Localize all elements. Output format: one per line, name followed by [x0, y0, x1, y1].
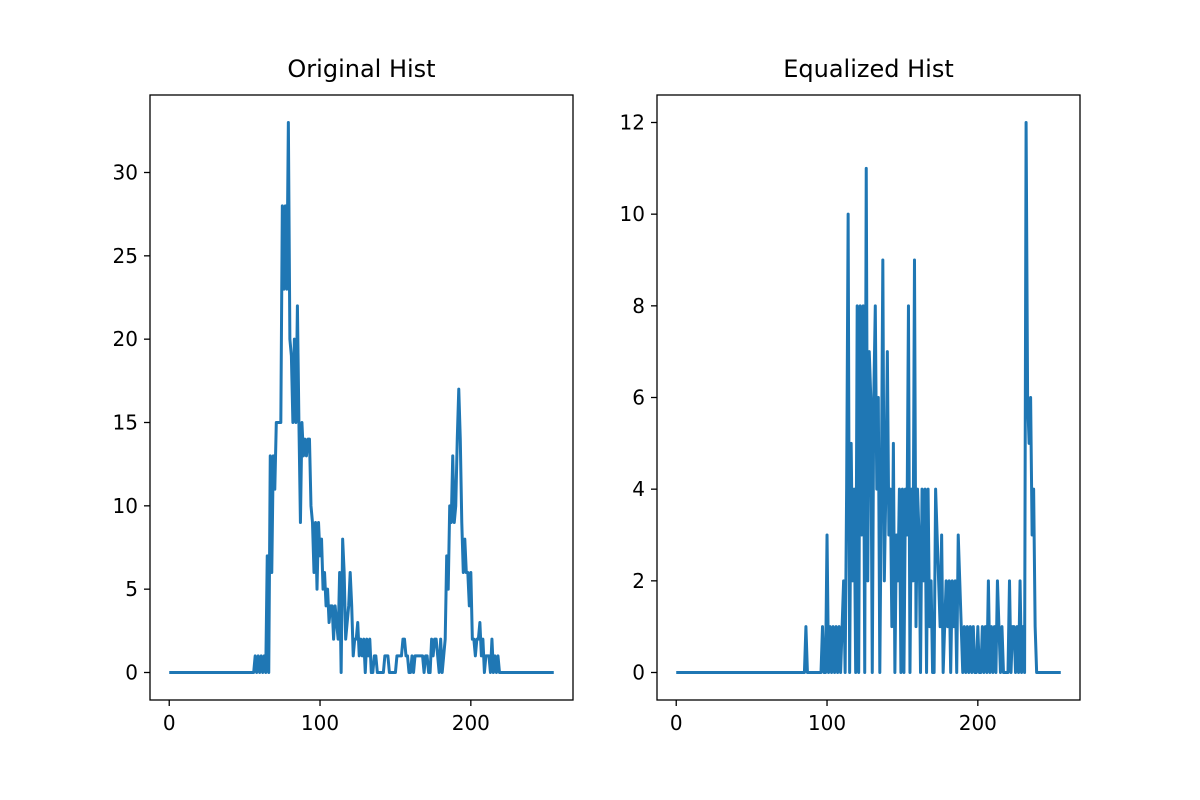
y-tick-label: 8: [632, 294, 645, 318]
y-tick-label: 10: [620, 202, 645, 226]
y-tick-label: 5: [125, 577, 138, 601]
y-tick-label: 15: [113, 411, 138, 435]
data-line: [676, 121, 1061, 674]
x-tick-label: 100: [301, 711, 339, 735]
y-tick-label: 2: [632, 569, 645, 593]
subplot: Equalized Hist 0 100 200 0 2 4 6 8 10 12: [620, 55, 1081, 735]
x-tick-label: 200: [452, 711, 490, 735]
subplot-title: Original Hist: [287, 55, 435, 83]
y-tick-label: 12: [620, 111, 645, 135]
y-tick-label: 20: [113, 327, 138, 351]
y-tick-label: 10: [113, 494, 138, 518]
axes-frame: [656, 94, 1081, 701]
data-line: [169, 121, 554, 674]
subplot-title: Equalized Hist: [783, 55, 954, 83]
y-tick-label: 25: [113, 244, 138, 268]
y-tick-label: 0: [632, 661, 645, 685]
axes-frame: [149, 94, 574, 701]
x-tick-label: 0: [670, 711, 683, 735]
y-tick-label: 6: [632, 386, 645, 410]
y-tick-label: 30: [113, 161, 138, 185]
x-tick-label: 100: [808, 711, 846, 735]
x-tick-label: 200: [959, 711, 997, 735]
x-tick-label: 0: [163, 711, 176, 735]
subplot: Original Hist 0 100 200 0 5 10 15 20 25 30: [113, 55, 574, 735]
y-tick-label: 4: [632, 477, 645, 501]
y-tick-label: 0: [125, 661, 138, 685]
